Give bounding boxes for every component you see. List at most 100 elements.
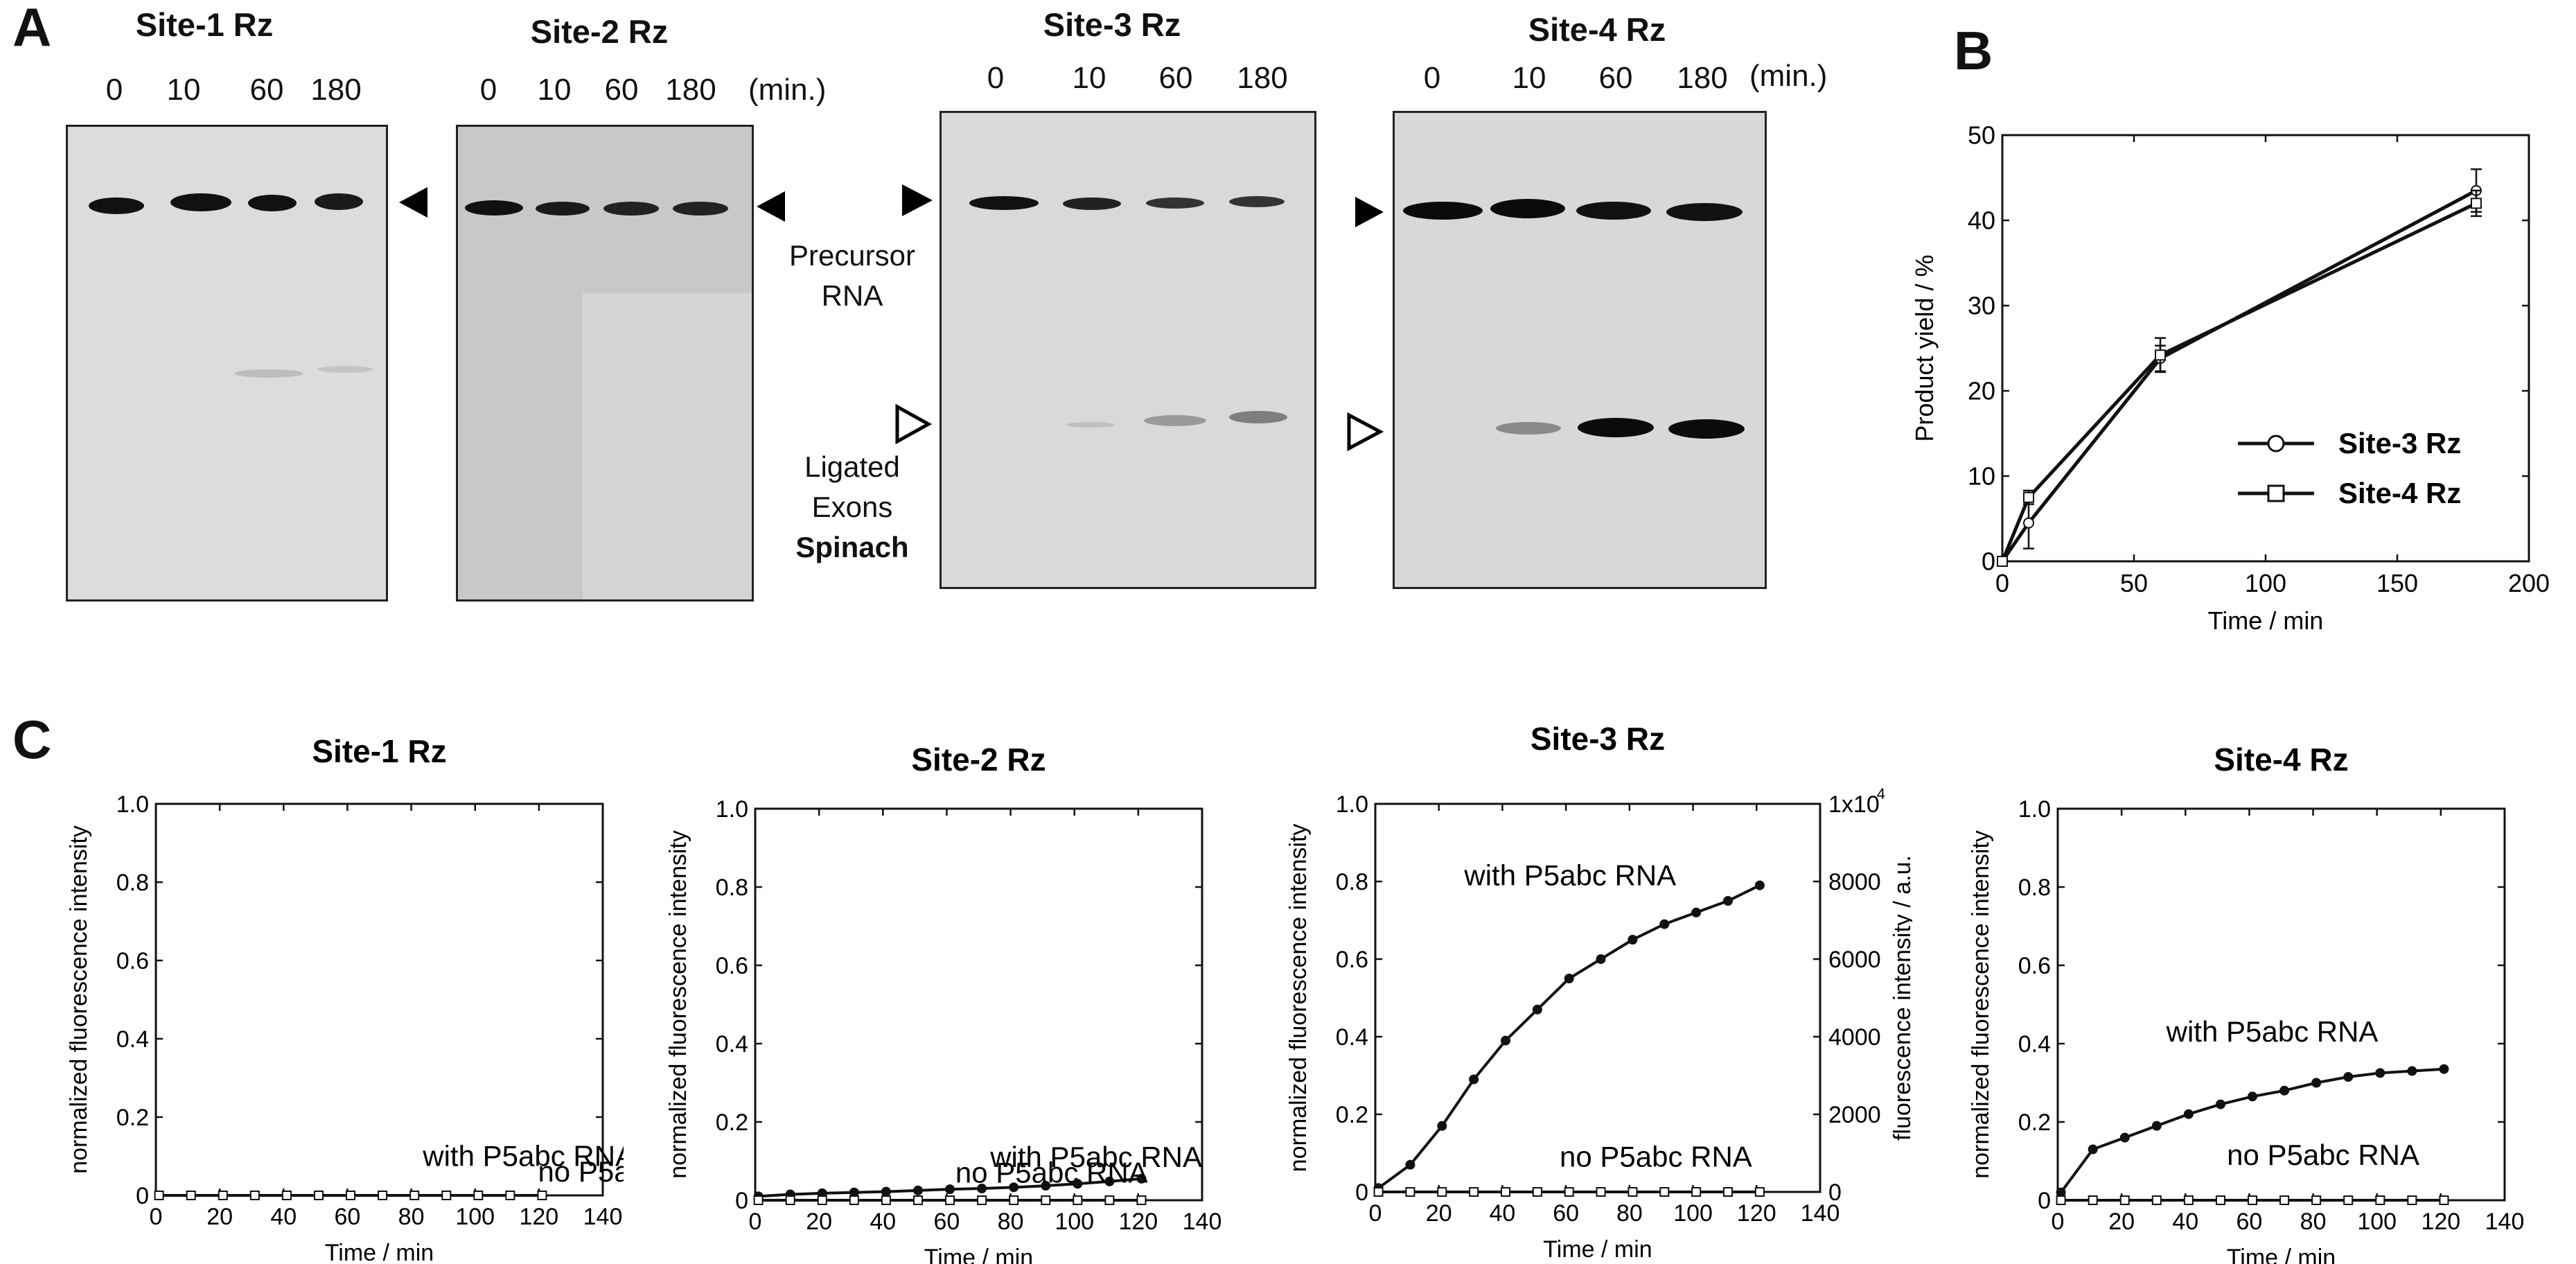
y-axis-label: normalized fluorescence intensity — [1285, 824, 1312, 1173]
gel-title-site-1: Site-1 Rz — [135, 6, 274, 43]
y-axis-label: normalized fluorescence intensity — [66, 825, 92, 1174]
data-point — [1691, 907, 1702, 918]
ligated-band — [1668, 419, 1745, 439]
product-yield-chart: 0 50 100 150 200 0 10 20 30 40 50 Time / min Product… — [1912, 121, 2550, 635]
gel-smear — [317, 366, 373, 373]
fluorescence-chart-site-4: Site-4 Rz 0 20 40 60 80 100 120 140 0 0.2 0.4 0.6 0.8… — [1968, 741, 2525, 1264]
data-point — [2439, 1064, 2449, 1074]
x-tick-label: 50 — [2120, 569, 2148, 597]
data-point — [1564, 1187, 1574, 1197]
data-point — [945, 1184, 955, 1195]
data-point — [1627, 935, 1638, 945]
gel-image-site-4 — [1393, 111, 1767, 589]
y-tick-label: 0.6 — [116, 948, 149, 974]
precursor-label-line-2: RNA — [821, 279, 883, 312]
precursor-band — [969, 196, 1039, 210]
precursor-band — [536, 202, 590, 216]
data-point — [1041, 1195, 1051, 1205]
y2-tick-label: 0 — [1828, 1179, 1842, 1206]
x-tick-label: 80 — [398, 1204, 425, 1230]
x-tick-label: 140 — [583, 1204, 623, 1230]
data-point — [313, 1191, 324, 1200]
x-tick-label: 40 — [2172, 1209, 2198, 1235]
annotation-no-p5abc: no P5abc RNA — [1560, 1141, 1752, 1173]
precursor-band — [673, 202, 728, 216]
data-point — [1659, 1187, 1670, 1197]
data-point — [1532, 1187, 1542, 1197]
ligated-label-line-3: Spinach — [795, 531, 909, 563]
y-tick-label: 1.0 — [716, 796, 748, 823]
precursor-band — [1403, 202, 1483, 220]
data-point — [2375, 1195, 2385, 1205]
data-point — [2088, 1144, 2098, 1155]
data-point — [2023, 517, 2034, 529]
legend-marker — [2267, 484, 2285, 502]
data-point — [2439, 1195, 2449, 1205]
gel-image-site-3 — [939, 111, 1316, 589]
y-tick-label: 20 — [1968, 377, 1995, 405]
panel-a-label: A — [12, 0, 52, 58]
data-point — [1754, 1187, 1765, 1197]
x-tick-label: 0 — [2052, 1209, 2065, 1235]
lane-label: 10 — [537, 73, 572, 107]
data-point — [1405, 1159, 1415, 1170]
x-axis-label: Time / min — [2208, 606, 2324, 635]
data-point — [2183, 1195, 2194, 1205]
lane-label: 60 — [249, 73, 284, 107]
ligated-band — [1144, 415, 1206, 426]
series-line — [2000, 202, 2478, 562]
y-tick-label: 1.0 — [1336, 791, 1368, 818]
data-point — [1073, 1195, 1083, 1205]
gel-title-site-4: Site-4 Rz — [1528, 11, 1666, 48]
data-point — [1501, 1187, 1511, 1197]
legend-marker — [2267, 434, 2285, 453]
chart-title: Site-4 Rz — [2214, 741, 2348, 778]
data-point — [1405, 1187, 1415, 1197]
time-unit-label: (min.) — [1749, 59, 1828, 93]
x-tick-label: 140 — [2485, 1209, 2525, 1235]
lane-label: 60 — [604, 73, 639, 107]
y-tick-label: 0.4 — [1336, 1024, 1368, 1051]
y-tick-label: 0.8 — [116, 870, 149, 896]
series-line — [2060, 1067, 2444, 1193]
gel-image-site-1 — [66, 125, 388, 602]
data-point — [1501, 1035, 1511, 1046]
ligated-label-line-1: Ligated — [804, 450, 900, 483]
y-tick-label: 0.2 — [1336, 1102, 1368, 1128]
y-axis-label: Product yield / % — [1912, 254, 1939, 441]
data-point — [2343, 1072, 2354, 1082]
data-point — [817, 1195, 827, 1205]
precursor-band — [170, 193, 231, 211]
lane-label: 180 — [665, 73, 716, 107]
data-point — [2311, 1078, 2322, 1088]
lane-label: 180 — [310, 73, 362, 107]
data-point — [378, 1191, 388, 1200]
x-tick-label: 20 — [2108, 1209, 2135, 1235]
data-point — [2088, 1195, 2098, 1205]
lane-label: 0 — [987, 61, 1005, 95]
data-point — [1691, 1187, 1702, 1197]
data-point — [1104, 1195, 1115, 1205]
y-tick-label: 0 — [1355, 1179, 1368, 1206]
y2-tick-label: 4000 — [1828, 1024, 1881, 1051]
data-point — [1073, 1179, 1083, 1189]
annotation-no-p5abc: no P5abc RNA — [2227, 1139, 2419, 1171]
x-tick-label: 20 — [1426, 1200, 1452, 1227]
x-tick-label: 20 — [806, 1209, 832, 1235]
y-tick-label: 0.2 — [116, 1105, 149, 1131]
data-point — [1437, 1187, 1447, 1197]
lane-label: 0 — [479, 73, 497, 107]
data-point — [977, 1184, 987, 1194]
data-point — [473, 1191, 484, 1200]
data-point — [1469, 1074, 1479, 1085]
data-point — [1104, 1176, 1115, 1186]
x-axis-label: Time / min — [1543, 1236, 1652, 1263]
x-tick-label: 20 — [206, 1204, 233, 1230]
data-point — [537, 1191, 547, 1200]
ligated-arrow-open — [895, 403, 933, 445]
precursor-band — [1063, 198, 1121, 210]
precursor-arrow-filled — [399, 187, 427, 218]
x-tick-label: 80 — [2300, 1209, 2327, 1235]
y-tick-label: 0 — [136, 1183, 149, 1209]
annotation-with-p5abc: with P5abc RNA — [422, 1140, 624, 1173]
